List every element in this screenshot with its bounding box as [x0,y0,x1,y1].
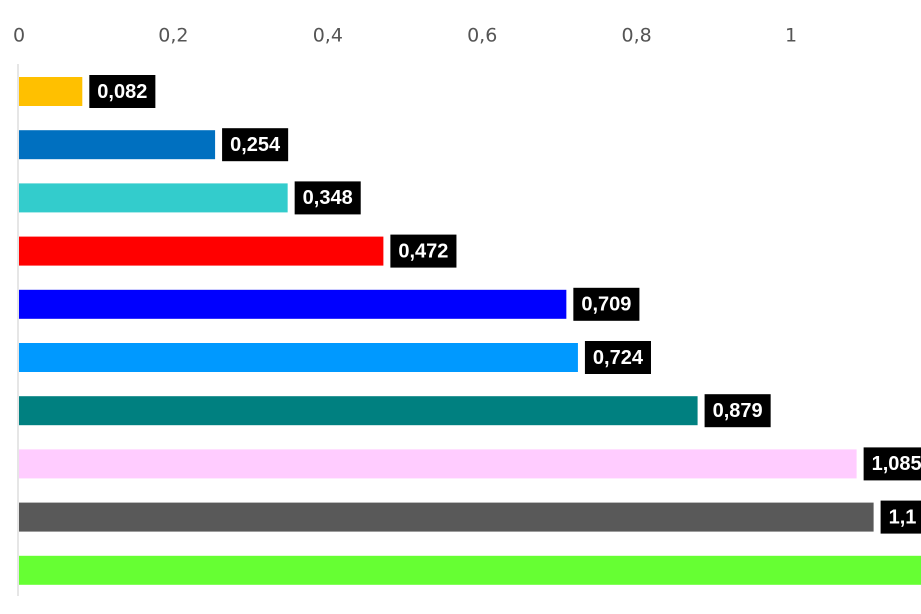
data-label-box [880,500,921,534]
data-label: 0,709 [573,287,640,321]
data-label: 0,348 [294,181,361,215]
data-label: 0,724 [584,341,651,374]
bar [19,130,216,160]
x-tick-label: 1 [785,25,797,47]
data-label-box [294,181,361,215]
data-label-box [390,234,457,268]
bar-series [19,77,921,585]
data-label: 1,085 [863,447,921,481]
data-label-text: 1,1 [889,506,917,528]
bar [19,396,698,426]
data-label-text: 0,724 [593,347,644,369]
x-tick-label: 0 [13,25,25,47]
data-label-text: 0,709 [581,294,631,316]
bar [19,236,384,266]
data-label-text: 0,254 [230,134,281,156]
bar [19,289,567,319]
data-label-text: 0,472 [398,240,448,262]
bar [19,343,578,372]
x-tick-label: 0,6 [467,25,497,47]
data-label: 0,082 [89,75,156,108]
data-label: 0,879 [704,394,771,428]
data-label-box [89,75,156,108]
x-tick-label: 0,2 [158,25,188,47]
x-tick-label: 0,4 [313,25,343,47]
data-label: 0,472 [390,234,457,268]
x-tick-label: 0,8 [621,25,651,47]
x-axis-ticks: 0 0,2 0,4 0,6 0,8 1 [13,25,797,47]
data-label-text: 0,082 [97,81,147,103]
data-label-box [222,128,289,162]
data-label-text: 0,348 [303,187,353,209]
bar [19,555,921,585]
data-label-text: 1,085 [872,453,921,475]
bar [19,183,288,213]
data-labels: 0,082 0,254 0,348 0,472 0,709 0,724 0,879 1,085… [89,75,921,534]
data-label-box [573,287,640,321]
data-label-box [584,341,651,374]
data-label-box [863,447,921,481]
bar [19,77,83,106]
data-label: 1,1 [880,500,921,534]
data-label-box [704,394,771,428]
data-label-text: 0,879 [713,400,763,422]
bar [19,502,874,532]
bar [19,449,857,479]
data-label: 0,254 [222,128,289,162]
